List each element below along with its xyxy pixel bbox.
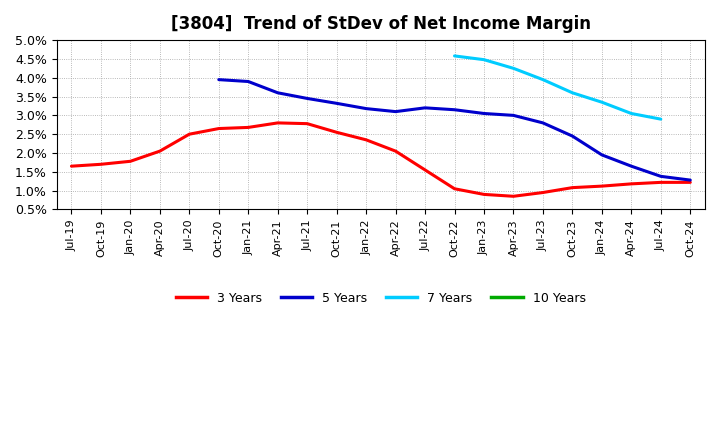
3 Years <box>274 120 282 125</box>
3 Years <box>657 180 665 185</box>
3 Years <box>67 164 76 169</box>
3 Years <box>509 194 518 199</box>
Legend: 3 Years, 5 Years, 7 Years, 10 Years: 3 Years, 5 Years, 7 Years, 10 Years <box>171 287 590 310</box>
5 Years <box>362 106 371 111</box>
7 Years <box>657 117 665 122</box>
3 Years <box>215 126 223 131</box>
3 Years <box>362 137 371 143</box>
5 Years <box>303 96 312 101</box>
5 Years <box>598 152 606 158</box>
5 Years <box>333 101 341 106</box>
5 Years <box>568 133 577 139</box>
7 Years <box>480 57 488 62</box>
3 Years <box>185 132 194 137</box>
5 Years <box>657 174 665 179</box>
5 Years <box>215 77 223 82</box>
5 Years <box>509 113 518 118</box>
3 Years <box>303 121 312 126</box>
3 Years <box>598 183 606 189</box>
3 Years <box>156 148 164 154</box>
3 Years <box>480 192 488 197</box>
3 Years <box>627 181 636 187</box>
5 Years <box>274 90 282 95</box>
5 Years <box>627 164 636 169</box>
3 Years <box>568 185 577 190</box>
7 Years <box>627 111 636 116</box>
3 Years <box>126 159 135 164</box>
5 Years <box>450 107 459 112</box>
3 Years <box>450 186 459 191</box>
3 Years <box>420 167 429 172</box>
7 Years <box>509 66 518 71</box>
5 Years <box>539 120 547 125</box>
3 Years <box>244 125 253 130</box>
3 Years <box>539 190 547 195</box>
3 Years <box>686 180 695 185</box>
3 Years <box>96 161 105 167</box>
7 Years <box>539 77 547 82</box>
Line: 5 Years: 5 Years <box>219 80 690 180</box>
5 Years <box>686 177 695 183</box>
7 Years <box>450 53 459 59</box>
3 Years <box>391 148 400 154</box>
Line: 3 Years: 3 Years <box>71 123 690 196</box>
Line: 7 Years: 7 Years <box>454 56 661 119</box>
7 Years <box>568 90 577 95</box>
3 Years <box>333 130 341 135</box>
5 Years <box>244 79 253 84</box>
Title: [3804]  Trend of StDev of Net Income Margin: [3804] Trend of StDev of Net Income Marg… <box>171 15 591 33</box>
5 Years <box>480 111 488 116</box>
7 Years <box>598 99 606 105</box>
5 Years <box>391 109 400 114</box>
5 Years <box>420 105 429 110</box>
